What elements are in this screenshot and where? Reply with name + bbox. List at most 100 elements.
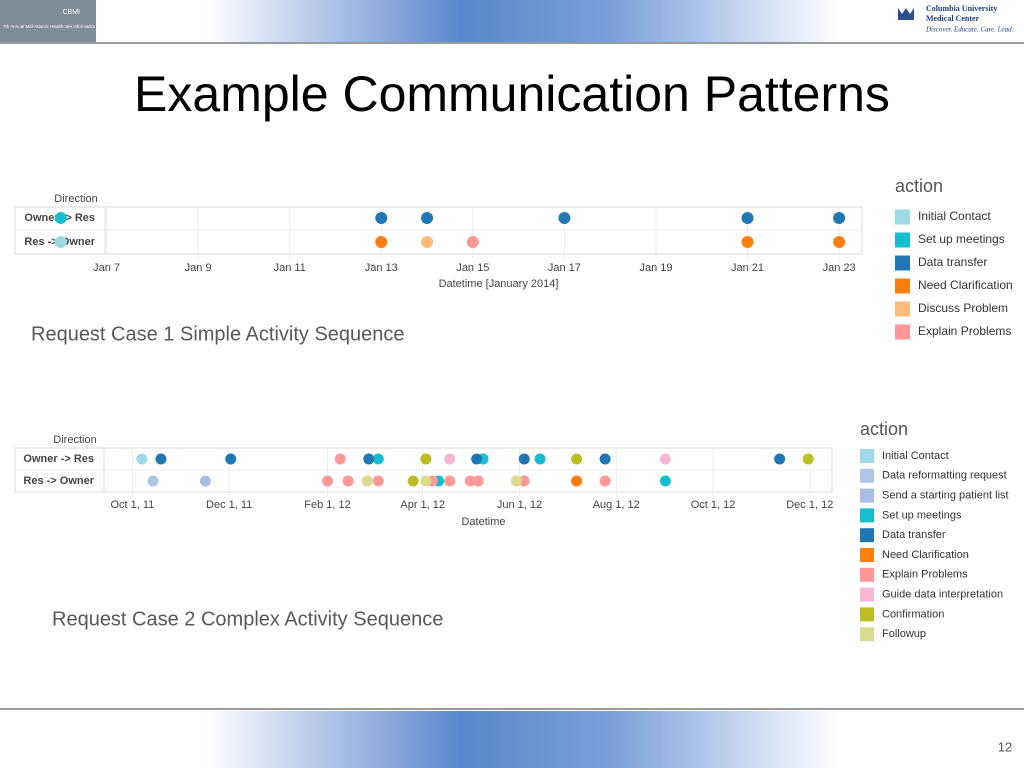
y-axis-label: Direction <box>53 434 96 446</box>
event-dot <box>54 236 67 248</box>
legend-label: Confirmation <box>882 608 944 620</box>
event-dot <box>372 453 384 465</box>
event-dot <box>199 475 211 487</box>
x-tick-label: Oct 1, 12 <box>691 499 736 511</box>
legend-swatch <box>895 255 910 271</box>
y-tick-label: Res -> Owner <box>23 475 94 487</box>
event-dot <box>802 453 814 465</box>
legend-label: Data transfer <box>882 529 946 541</box>
legend-title: action <box>895 176 943 196</box>
legend-label: Send a starting patient list <box>882 490 1009 502</box>
x-tick-label: Jan 23 <box>823 262 856 274</box>
event-dot <box>375 236 388 248</box>
legend-label: Guide data interpretation <box>882 589 1003 601</box>
event-dot <box>421 236 434 248</box>
event-dot <box>558 212 571 224</box>
event-dot <box>375 212 388 224</box>
legend-swatch <box>895 232 910 248</box>
left-event: 7th Annual Mid-Atlantic Healthcare Infor… <box>3 24 120 29</box>
legend-label: Explain Problems <box>918 324 1011 338</box>
event-dot <box>421 212 434 224</box>
event-dot <box>420 475 432 487</box>
event-dot <box>833 212 846 224</box>
event-dot <box>361 475 373 487</box>
event-dot <box>599 475 611 487</box>
legend-label: Set up meetings <box>918 232 1005 246</box>
event-dot <box>342 475 354 487</box>
right-org-line2: Medical Center <box>926 14 980 23</box>
legend-label: Discuss Problem <box>918 301 1008 315</box>
left-logo: CBMI <box>63 9 81 16</box>
x-axis-label: Datetime <box>461 516 505 528</box>
legend-swatch <box>860 449 874 463</box>
legend-label: Data reformatting request <box>882 470 1007 482</box>
event-dot <box>155 453 167 465</box>
event-dot <box>833 236 846 248</box>
event-dot <box>741 212 754 224</box>
right-org-line1: Columbia University <box>926 4 997 13</box>
event-dot <box>534 453 546 465</box>
x-tick-label: Jun 1, 12 <box>497 499 542 511</box>
event-dot <box>510 475 522 487</box>
event-dot <box>571 475 583 487</box>
x-tick-label: Jan 19 <box>639 262 672 274</box>
header-band <box>0 0 1024 42</box>
event-dot <box>471 453 483 465</box>
legend-swatch <box>860 488 874 503</box>
event-dot <box>225 453 237 465</box>
legend-label: Set up meetings <box>882 509 962 521</box>
legend-swatch <box>895 209 910 225</box>
x-tick-label: Feb 1, 12 <box>304 499 350 511</box>
x-tick-label: Dec 1, 11 <box>206 499 252 511</box>
x-tick-label: Jan 15 <box>456 262 489 274</box>
legend-label: Initial Contact <box>918 209 991 223</box>
legend-label: Need Clarification <box>918 278 1013 292</box>
legend-swatch <box>860 508 874 523</box>
event-dot <box>407 475 419 487</box>
legend-swatch <box>895 324 910 340</box>
legend-swatch <box>860 528 874 543</box>
legend-swatch <box>895 278 910 294</box>
x-tick-label: Jan 13 <box>365 262 398 274</box>
legend-swatch <box>860 567 874 582</box>
slide-title: Example Communication Patterns <box>134 66 890 122</box>
event-dot <box>659 453 671 465</box>
event-dot <box>741 236 754 248</box>
legend-title: action <box>860 419 908 439</box>
legend-swatch <box>860 607 874 622</box>
y-axis-label: Direction <box>54 193 97 205</box>
legend-swatch <box>895 301 910 317</box>
legend-label: Followup <box>882 628 926 640</box>
legend-label: Explain Problems <box>882 569 968 581</box>
legend-swatch <box>860 627 874 642</box>
x-tick-label: Jan 11 <box>274 262 306 274</box>
event-dot <box>322 475 334 487</box>
event-dot <box>334 453 346 465</box>
event-dot <box>472 475 484 487</box>
event-dot <box>372 475 384 487</box>
event-dot <box>599 453 611 465</box>
event-dot <box>659 475 671 487</box>
legend-swatch <box>860 468 874 483</box>
event-dot <box>464 475 476 487</box>
event-dot <box>571 453 583 465</box>
right-tagline: Discover. Educate. Care. Lead. <box>925 26 1014 34</box>
legend-label: Initial Contact <box>882 450 949 462</box>
legend-swatch <box>860 548 874 562</box>
x-tick-label: Aug 1, 12 <box>593 499 640 511</box>
event-dot <box>444 453 456 465</box>
event-dot <box>518 453 530 465</box>
legend-label: Data transfer <box>918 255 987 269</box>
legend-swatch <box>860 587 874 602</box>
x-axis-label: Datetime [January 2014] <box>439 278 559 290</box>
left-logo-box <box>0 0 96 42</box>
x-tick-label: Apr 1, 12 <box>400 499 445 511</box>
chart-caption: Request Case 2 Complex Activity Sequence <box>52 608 443 630</box>
crown-icon <box>898 8 914 20</box>
event-dot <box>136 453 148 465</box>
event-dot <box>774 453 786 465</box>
event-dot <box>147 475 159 487</box>
event-dot <box>54 212 67 224</box>
